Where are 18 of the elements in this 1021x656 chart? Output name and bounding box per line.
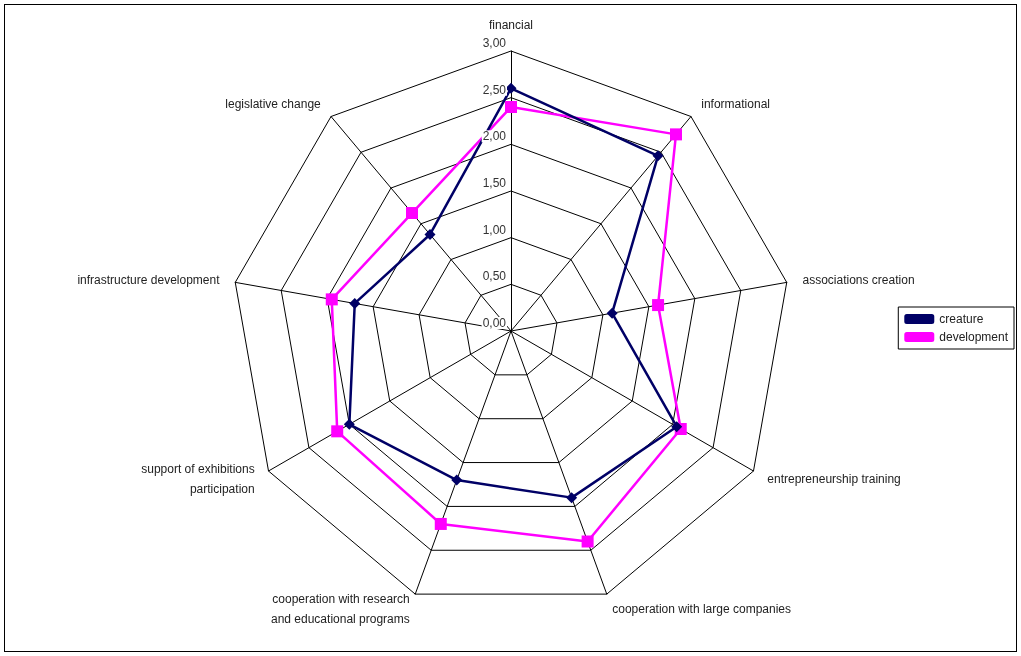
spoke-label: cooperation with large companies xyxy=(612,602,792,617)
spoke-label: associations creation xyxy=(802,272,915,287)
spoke-label: infrastructure development xyxy=(77,272,221,287)
y-tick-label: 1,00 xyxy=(482,222,507,237)
legend-label: development xyxy=(939,330,1009,344)
y-tick-label: 1,50 xyxy=(482,176,507,190)
y-tick-label: 0,00 xyxy=(482,316,507,330)
spoke-label: informational xyxy=(701,97,770,112)
y-tick-label: 0,50 xyxy=(482,269,507,284)
spoke-label: support of exhibitions participation xyxy=(141,462,255,496)
y-tick-label: 2,50 xyxy=(482,82,507,97)
legend-label: creature xyxy=(939,312,984,326)
spoke-label: entrepreneurship training xyxy=(767,472,901,486)
spoke-label: legislative change xyxy=(225,97,322,112)
y-tick-label: 2,00 xyxy=(482,129,507,144)
spoke-label: cooperation with research and educational programs xyxy=(271,592,410,627)
y-tick-label: 3,00 xyxy=(482,36,507,50)
spoke-label: financial xyxy=(488,18,534,32)
